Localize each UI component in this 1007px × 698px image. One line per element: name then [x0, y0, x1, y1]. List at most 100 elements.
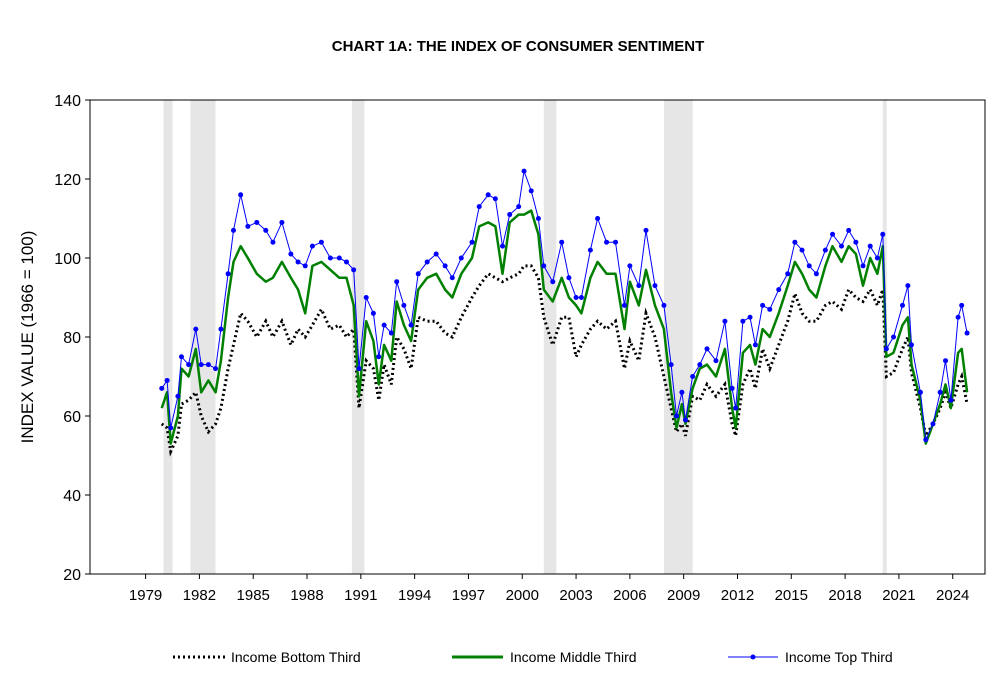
top-third-point: [528, 188, 534, 194]
top-third-point: [424, 259, 430, 265]
y-axis-label: INDEX VALUE (1966 = 100): [18, 231, 37, 444]
x-tick-label: 1988: [290, 587, 323, 604]
top-third-point: [733, 405, 739, 411]
top-third-point: [595, 216, 601, 221]
top-third-point: [573, 295, 579, 300]
top-third-point: [830, 231, 836, 237]
top-third-point: [279, 219, 285, 225]
series-layer: [159, 168, 970, 457]
recession-band: [163, 100, 173, 574]
y-tick-label: 80: [63, 330, 81, 347]
y-tick-label: 140: [54, 93, 81, 110]
top-third-point: [943, 358, 949, 364]
top-third-point: [883, 346, 889, 352]
top-third-point: [917, 389, 923, 395]
top-third-point: [839, 243, 845, 249]
top-third-point: [363, 295, 369, 300]
top-third-point: [408, 322, 414, 328]
top-third-point: [507, 212, 513, 218]
top-third-point: [566, 275, 572, 281]
top-third-point: [458, 255, 464, 261]
top-third-point: [343, 259, 349, 265]
top-third-point: [295, 259, 301, 265]
top-third-point: [550, 279, 556, 285]
top-third-point: [485, 192, 491, 198]
y-tick-label: 60: [63, 409, 81, 426]
legend-label-bottom-third: Income Bottom Third: [231, 649, 361, 665]
top-third-point: [674, 413, 680, 419]
top-third-point: [263, 227, 269, 233]
top-third-point: [198, 362, 204, 368]
x-tick-label: 1991: [344, 587, 377, 604]
top-third-point: [792, 239, 798, 245]
x-tick-label: 2024: [936, 587, 969, 604]
x-tick-label: 2006: [613, 587, 646, 604]
top-third-point: [516, 204, 522, 210]
x-tick-label: 1982: [183, 587, 216, 604]
top-third-point: [433, 251, 439, 257]
top-third-point: [874, 255, 880, 261]
top-third-point: [225, 271, 231, 277]
top-third-point: [776, 287, 782, 293]
top-third-point: [905, 283, 911, 289]
legend-label-middle-third: Income Middle Third: [510, 649, 637, 665]
top-third-point: [449, 275, 455, 281]
top-third-point: [661, 302, 667, 308]
top-third-point: [535, 216, 541, 221]
top-third-point: [175, 393, 181, 399]
top-third-point: [270, 239, 276, 245]
x-tick-label: 2021: [882, 587, 915, 604]
legend-label-top-third: Income Top Third: [785, 649, 893, 665]
top-third-point: [381, 322, 387, 328]
top-third-point: [785, 271, 791, 277]
top-third-point: [891, 334, 897, 340]
top-third-point: [613, 239, 619, 245]
top-third-point: [767, 306, 773, 312]
top-third-point: [697, 362, 703, 368]
top-third-point: [853, 239, 859, 245]
y-tick-label: 40: [63, 488, 81, 505]
top-third-point: [238, 192, 244, 198]
chart-title: CHART 1A: THE INDEX OF CONSUMER SENTIMEN…: [332, 38, 705, 55]
top-third-point: [164, 377, 170, 383]
y-tick-label: 20: [63, 567, 81, 584]
x-tick-label: 1994: [398, 587, 431, 604]
x-tick-label: 2018: [828, 587, 861, 604]
top-third-point: [627, 263, 633, 269]
top-third-point: [254, 219, 260, 225]
top-third-point: [799, 247, 805, 253]
legend: Income Bottom Third Income Middle Third …: [173, 649, 893, 665]
y-tick-label: 100: [54, 251, 81, 268]
y-tick-label: 120: [54, 172, 81, 189]
top-third-point: [288, 251, 294, 257]
top-third-point: [218, 326, 224, 332]
top-third-point: [729, 385, 735, 391]
top-third-point: [193, 326, 199, 332]
top-third-point: [469, 239, 475, 245]
top-third-point: [521, 168, 527, 174]
top-third-point: [415, 271, 421, 277]
top-third-point: [923, 437, 929, 443]
top-third-point: [394, 279, 400, 285]
legend-item-top-third: Income Top Third: [728, 649, 893, 665]
y-axis: 20 40 60 80 100 120 140: [54, 93, 90, 584]
top-third-point: [356, 366, 362, 372]
x-tick-label: 2015: [775, 587, 808, 604]
top-third-point: [713, 358, 719, 364]
top-third-point: [740, 318, 746, 324]
top-third-point: [682, 417, 688, 423]
top-third-point: [822, 247, 828, 253]
top-third-point: [168, 425, 174, 431]
top-third-point: [336, 255, 342, 261]
top-third-point: [860, 263, 866, 269]
x-tick-label: 1997: [452, 587, 485, 604]
series-line-middle-third: [160, 209, 969, 445]
top-third-point: [442, 263, 448, 269]
recession-band: [351, 100, 365, 574]
top-third-point: [679, 389, 685, 395]
top-third-point: [621, 302, 627, 308]
top-third-point: [578, 295, 584, 300]
series-line-top-third: [161, 170, 968, 442]
top-third-point: [937, 389, 943, 395]
top-third-point: [351, 267, 357, 273]
